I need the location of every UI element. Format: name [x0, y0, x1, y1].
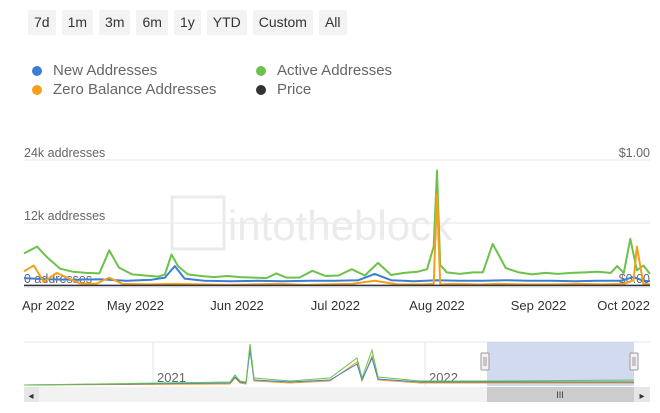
x-tick-label: May 2022	[107, 298, 164, 313]
series-line-zero-balance-addresses	[23, 193, 651, 286]
x-tick-label: Apr 2022	[22, 298, 75, 313]
range-selector: 7d 1m 3m 6m 1y YTD Custom All	[28, 10, 347, 35]
series-line-active-addresses	[23, 169, 651, 280]
navigator-line	[23, 349, 634, 386]
legend-price[interactable]: Price	[256, 81, 311, 98]
legend-zero-balance-addresses[interactable]: Zero Balance Addresses	[32, 81, 216, 98]
range-button-ytd[interactable]: YTD	[206, 10, 247, 35]
range-button-all[interactable]: All	[318, 10, 347, 35]
range-button-1m[interactable]: 1m	[61, 10, 94, 35]
navigator-series	[23, 343, 635, 386]
legend-price-label: Price	[277, 81, 312, 98]
y-left-label: 24k addresses	[24, 146, 105, 160]
navigator-line	[23, 345, 634, 386]
y-left-label: 12k addresses	[24, 209, 105, 223]
price-marker	[256, 84, 266, 95]
range-button-custom[interactable]: Custom	[252, 10, 313, 35]
y-right-label: $1.00	[619, 146, 650, 160]
legend-active-addresses-label: Active Addresses	[277, 62, 393, 79]
x-tick-label: Jul 2022	[311, 298, 360, 313]
scroll-left-arrow-icon: ◂	[28, 391, 33, 402]
navigator-handle[interactable]	[480, 352, 490, 371]
watermark-logo	[170, 195, 226, 251]
legend-new-addresses[interactable]: New Addresses	[32, 62, 157, 79]
range-button-7d[interactable]: 7d	[28, 10, 56, 35]
series-line-new-addresses	[23, 265, 651, 283]
range-button-6m[interactable]: 6m	[136, 10, 168, 35]
range-button-1y[interactable]: 1y	[173, 10, 201, 35]
new-addresses-marker	[32, 65, 42, 76]
navigator-year-label: 2021	[157, 370, 186, 385]
x-tick-label: Sep 2022	[511, 298, 567, 313]
legend-zero-balance-addresses-label: Zero Balance Addresses	[53, 81, 217, 98]
navigator-handle[interactable]	[629, 352, 639, 371]
navigator-selection	[487, 342, 634, 386]
scrollbar-thumb[interactable]	[487, 387, 634, 402]
scroll-right-arrow-icon: ▸	[639, 391, 644, 402]
range-button-3m[interactable]: 3m	[99, 10, 131, 35]
active-addresses-marker	[256, 65, 266, 76]
x-tick-label: Jun 2022	[210, 298, 264, 313]
x-tick-label: Aug 2022	[409, 298, 465, 313]
navigator-line	[23, 343, 635, 386]
scroll-left-button[interactable]	[24, 387, 39, 402]
zero-balance-addresses-marker	[32, 84, 42, 95]
x-tick-label: Oct 2022	[597, 298, 650, 313]
legend-active-addresses[interactable]: Active Addresses	[256, 62, 392, 79]
scroll-right-button[interactable]	[634, 387, 650, 402]
scrollbar-grip: III	[556, 390, 564, 400]
watermark: intotheblock	[228, 202, 453, 249]
legend-new-addresses-label: New Addresses	[53, 62, 158, 79]
